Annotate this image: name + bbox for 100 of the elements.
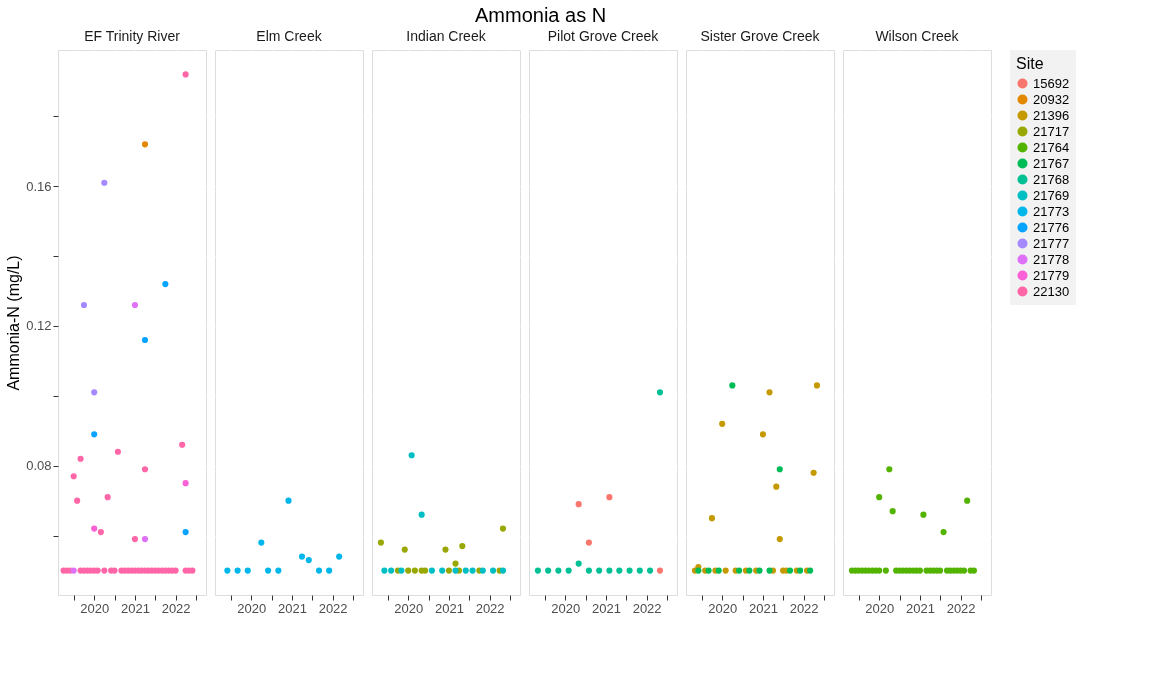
point [646, 567, 654, 574]
point [886, 466, 893, 473]
x-tick-label: 2022 [318, 600, 348, 616]
point [534, 567, 541, 574]
point [418, 511, 425, 518]
point [224, 567, 231, 574]
point [77, 455, 84, 462]
point [773, 483, 780, 490]
point [636, 567, 643, 574]
point [234, 567, 241, 574]
point [499, 567, 507, 574]
point [459, 543, 466, 550]
point [708, 515, 716, 522]
y-tick-label: 0.12 [26, 318, 52, 334]
point [585, 539, 592, 546]
point [182, 480, 189, 487]
y-axis-title: Ammonia-N (mg/L) [5, 255, 23, 391]
point [101, 567, 108, 574]
x-tick-label: 2021 [748, 600, 778, 616]
point [285, 497, 292, 504]
x-tick-label: 2020 [865, 600, 895, 616]
point [405, 567, 412, 574]
point [422, 567, 429, 574]
point [964, 497, 971, 504]
point [813, 382, 821, 389]
point [182, 529, 189, 536]
point [545, 567, 552, 574]
point [596, 567, 603, 574]
point [439, 567, 446, 574]
point [377, 539, 384, 546]
point [182, 71, 189, 78]
chart-subtitle: Indian Creek [406, 28, 487, 44]
point [810, 469, 817, 476]
x-tick-label: 2020 [394, 600, 424, 616]
point [575, 560, 582, 567]
point [305, 556, 312, 564]
point [326, 567, 333, 574]
x-tick-label: 2021 [434, 600, 464, 616]
x-tick-label: 2021 [120, 600, 150, 616]
point [244, 567, 251, 574]
legend-title: Site [1016, 55, 1044, 72]
point [91, 389, 98, 396]
point [408, 452, 415, 459]
point [91, 431, 98, 438]
point [786, 567, 794, 574]
point [656, 567, 664, 574]
point [626, 567, 633, 574]
x-tick-label: 2022 [789, 600, 819, 616]
point [162, 280, 169, 288]
x-tick-label: 2020 [708, 600, 738, 616]
point [131, 536, 139, 543]
point [462, 567, 469, 574]
point [585, 567, 592, 574]
legend-label: 15692 [1033, 75, 1070, 91]
point [616, 567, 623, 574]
legend-label: 21396 [1033, 107, 1070, 123]
point [940, 529, 947, 536]
legend-label: 21767 [1033, 155, 1070, 171]
point [606, 567, 613, 574]
y-tick-label: 0.08 [26, 458, 52, 474]
point [442, 546, 449, 553]
point [428, 567, 435, 574]
point [766, 389, 773, 396]
chart-subtitle: EF Trinity River [84, 28, 181, 44]
point [97, 529, 104, 536]
x-tick-label: 2022 [946, 600, 976, 616]
point [606, 494, 613, 501]
point [797, 567, 804, 574]
x-tick-label: 2022 [475, 600, 505, 616]
point [469, 567, 476, 574]
chart-subtitle: Pilot Grove Creek [547, 28, 660, 44]
x-tick-label: 2022 [161, 600, 191, 616]
point [555, 567, 562, 574]
point [298, 553, 306, 560]
point [265, 567, 272, 574]
legend-label: 20932 [1033, 91, 1070, 107]
point [499, 525, 507, 532]
point [882, 567, 889, 574]
x-tick-label: 2021 [591, 600, 621, 616]
point [141, 466, 149, 473]
point [807, 567, 814, 574]
chart-subtitle: Wilson Creek [875, 28, 960, 44]
point [920, 511, 927, 518]
point [315, 567, 323, 574]
legend-label: 22130 [1033, 283, 1070, 299]
chart-title: Ammonia as N [475, 3, 607, 26]
point [937, 567, 944, 574]
point [766, 567, 773, 574]
x-tick-label: 2020 [237, 600, 267, 616]
point [876, 567, 883, 574]
point [889, 508, 896, 515]
y-tick-label: 0.16 [26, 178, 52, 194]
point [565, 567, 572, 574]
chart-subtitle: Sister Grove Creek [700, 28, 821, 44]
point [141, 536, 149, 543]
x-tick-label: 2021 [905, 600, 935, 616]
point [489, 567, 497, 574]
x-tick-label: 2020 [80, 600, 110, 616]
point [876, 494, 883, 501]
point [776, 466, 783, 473]
